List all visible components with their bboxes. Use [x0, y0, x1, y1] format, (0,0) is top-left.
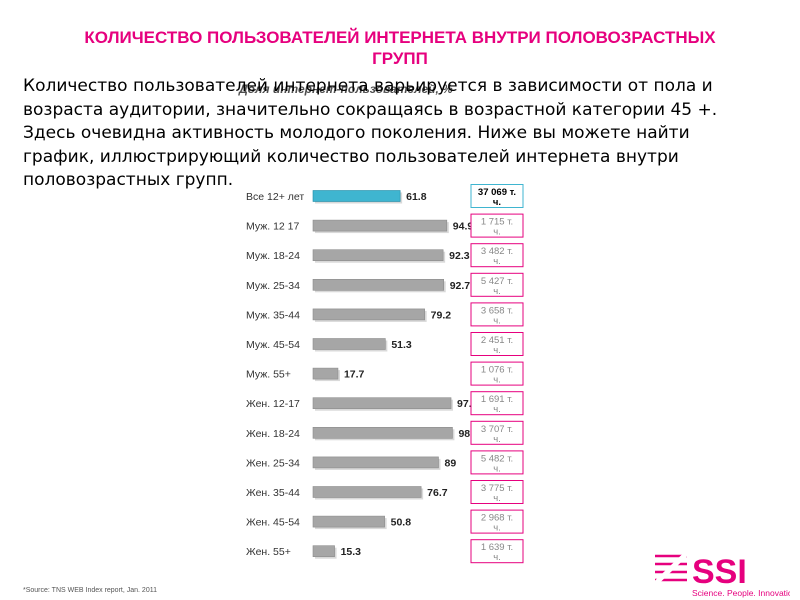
category-label: Муж. 25-34: [246, 280, 300, 292]
bar: [312, 515, 385, 528]
logo-mark-icon: [653, 551, 689, 586]
absolute-box: [470, 302, 524, 327]
absolute-label: ч.: [493, 463, 501, 474]
category-label: Жен. 55+: [246, 546, 291, 558]
bar: [312, 545, 335, 558]
category-label: Муж. 12 17: [246, 221, 300, 233]
ssi-logo: SSI Science. People. Innovation: [653, 551, 790, 598]
value-label: 51.3: [391, 339, 412, 351]
bar: [312, 486, 422, 498]
bar: [312, 249, 444, 261]
absolute-box: [470, 480, 524, 504]
absolute-label: ч.: [493, 523, 501, 534]
bar: [312, 190, 401, 202]
logo-name: SSI: [692, 553, 747, 591]
absolute-box: [470, 332, 524, 356]
bar: [312, 219, 448, 232]
value-label: 50.8: [391, 517, 412, 529]
category-label: Жен. 45-54: [246, 517, 300, 529]
absolute-label: ч.: [493, 315, 501, 326]
absolute-label: ч.: [493, 552, 501, 563]
absolute-label: ч.: [493, 286, 501, 297]
absolute-label: ч.: [493, 493, 501, 504]
absolute-label: 5 427 т.: [481, 276, 513, 287]
absolute-box: [470, 184, 524, 208]
bar: [312, 397, 452, 410]
bar: [312, 456, 439, 469]
absolute-label: ч.: [493, 345, 501, 356]
absolute-label: 37 069 т.: [478, 187, 516, 198]
absolute-label: 1 691 т.: [481, 394, 513, 405]
bar: [312, 338, 386, 350]
absolute-box: [470, 509, 524, 534]
value-label: 79.2: [431, 309, 452, 321]
absolute-label: ч.: [493, 434, 501, 445]
absolute-label: 3 707 т.: [481, 424, 513, 435]
chart-caption-overlap: Доля интернет-пользователей, %: [239, 82, 453, 96]
absolute-label: 2 451 т.: [481, 335, 513, 346]
source-note: *Source: TNS WEB Index report, Jan. 2011: [23, 587, 157, 594]
value-label: 76.7: [427, 487, 448, 499]
absolute-label: 1 076 т.: [481, 365, 513, 376]
category-label: Муж. 18-24: [246, 250, 300, 262]
absolute-label: ч.: [493, 404, 501, 415]
absolute-label: ч.: [493, 227, 501, 238]
value-label: 89: [444, 457, 456, 469]
category-label: Все 12+ лет: [246, 191, 304, 203]
category-label: Жен. 12-17: [246, 398, 300, 410]
absolute-label: 2 968 т.: [481, 513, 513, 524]
value-label: 15.3: [341, 546, 362, 558]
absolute-box: [470, 243, 524, 268]
bar: [312, 308, 425, 321]
category-label: Муж. 55+: [246, 369, 291, 381]
absolute-label: 3 658 т.: [481, 305, 513, 316]
value-label: 94.9: [453, 221, 474, 233]
absolute-label: 3 775 т.: [481, 483, 513, 494]
absolute-box: [470, 213, 524, 238]
absolute-box: [470, 391, 524, 416]
absolute-box: [470, 539, 524, 564]
value-label: 92.3: [449, 250, 470, 262]
value-label: 92.7: [450, 280, 471, 292]
absolute-box: [470, 272, 524, 297]
absolute-label: 1 639 т.: [481, 542, 513, 553]
absolute-box: [470, 420, 524, 445]
absolute-label: ч.: [493, 375, 501, 386]
bar: [312, 426, 453, 439]
body-paragraph: Количество пользователей интернета варьи…: [23, 76, 718, 190]
category-label: Жен. 35-44: [246, 487, 300, 499]
logo-tagline: Science. People. Innovation: [692, 588, 790, 598]
absolute-label: ч.: [493, 197, 501, 208]
absolute-label: 5 482 т.: [481, 453, 513, 464]
bar: [312, 367, 339, 380]
value-label: 17.7: [344, 369, 365, 381]
absolute-label: 1 715 т.: [481, 217, 513, 228]
category-label: Муж. 45-54: [246, 339, 300, 351]
page-title: КОЛИЧЕСТВО ПОЛЬЗОВАТЕЛЕЙ ИНТЕРНЕТА ВНУТР…: [84, 28, 716, 68]
absolute-box: [470, 450, 524, 475]
absolute-box: [470, 361, 524, 386]
category-label: Муж. 35-44: [246, 309, 300, 321]
value-label: 61.8: [406, 191, 427, 203]
category-label: Жен. 18-24: [246, 428, 300, 440]
absolute-label: ч.: [493, 256, 501, 267]
absolute-label: 3 482 т.: [481, 246, 513, 257]
category-label: Жен. 25-34: [246, 457, 300, 469]
bar: [312, 278, 445, 291]
